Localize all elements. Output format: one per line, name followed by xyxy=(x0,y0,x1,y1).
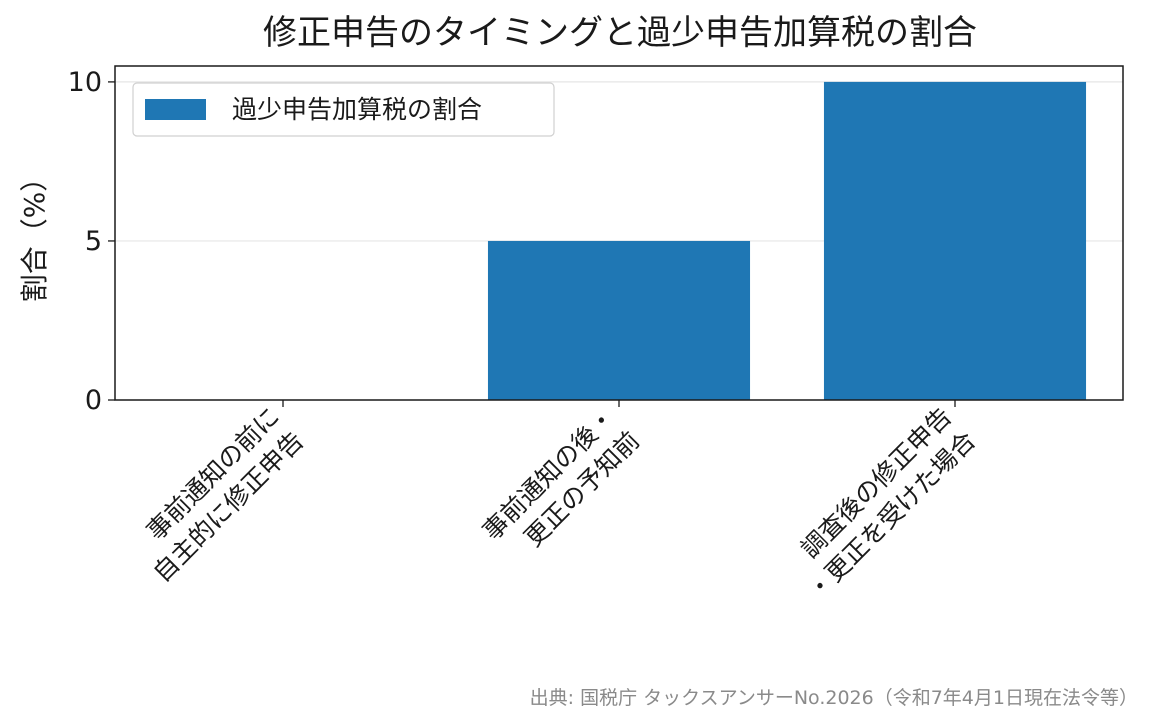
y-axis-ticks: 0 5 10 xyxy=(68,67,115,416)
y-tick-label: 5 xyxy=(85,226,102,257)
x-tick-label: 事前通知の後・更正の予知前 xyxy=(477,402,645,570)
y-tick-label: 10 xyxy=(68,67,102,98)
legend-frame xyxy=(132,82,555,137)
x-axis-ticks: 事前通知の前に自主的に修正申告 事前通知の後・更正の予知前 調査後の修正申告・更正を… xyxy=(123,400,982,606)
legend-swatch xyxy=(145,99,206,120)
source-note: 出典: 国税庁 タックスアンサーNo.2026（令和7年4月1日現在法令等） xyxy=(530,687,1138,709)
y-tick-label: 0 xyxy=(85,385,102,416)
legend-label: 過少申告加算税の割合 xyxy=(232,95,482,124)
bar xyxy=(823,81,1087,401)
x-tick-label: 事前通知の前に自主的に修正申告 xyxy=(123,402,309,588)
bar xyxy=(487,240,751,400)
chart-title: 修正申告のタイミングと過少申告加算税の割合 xyxy=(263,13,977,53)
legend: 過少申告加算税の割合 xyxy=(132,82,555,137)
x-tick-label: 調査後の修正申告・更正を受けた場合 xyxy=(778,402,982,606)
bars xyxy=(487,81,1087,401)
y-axis-label: 割合（%） xyxy=(18,164,51,303)
